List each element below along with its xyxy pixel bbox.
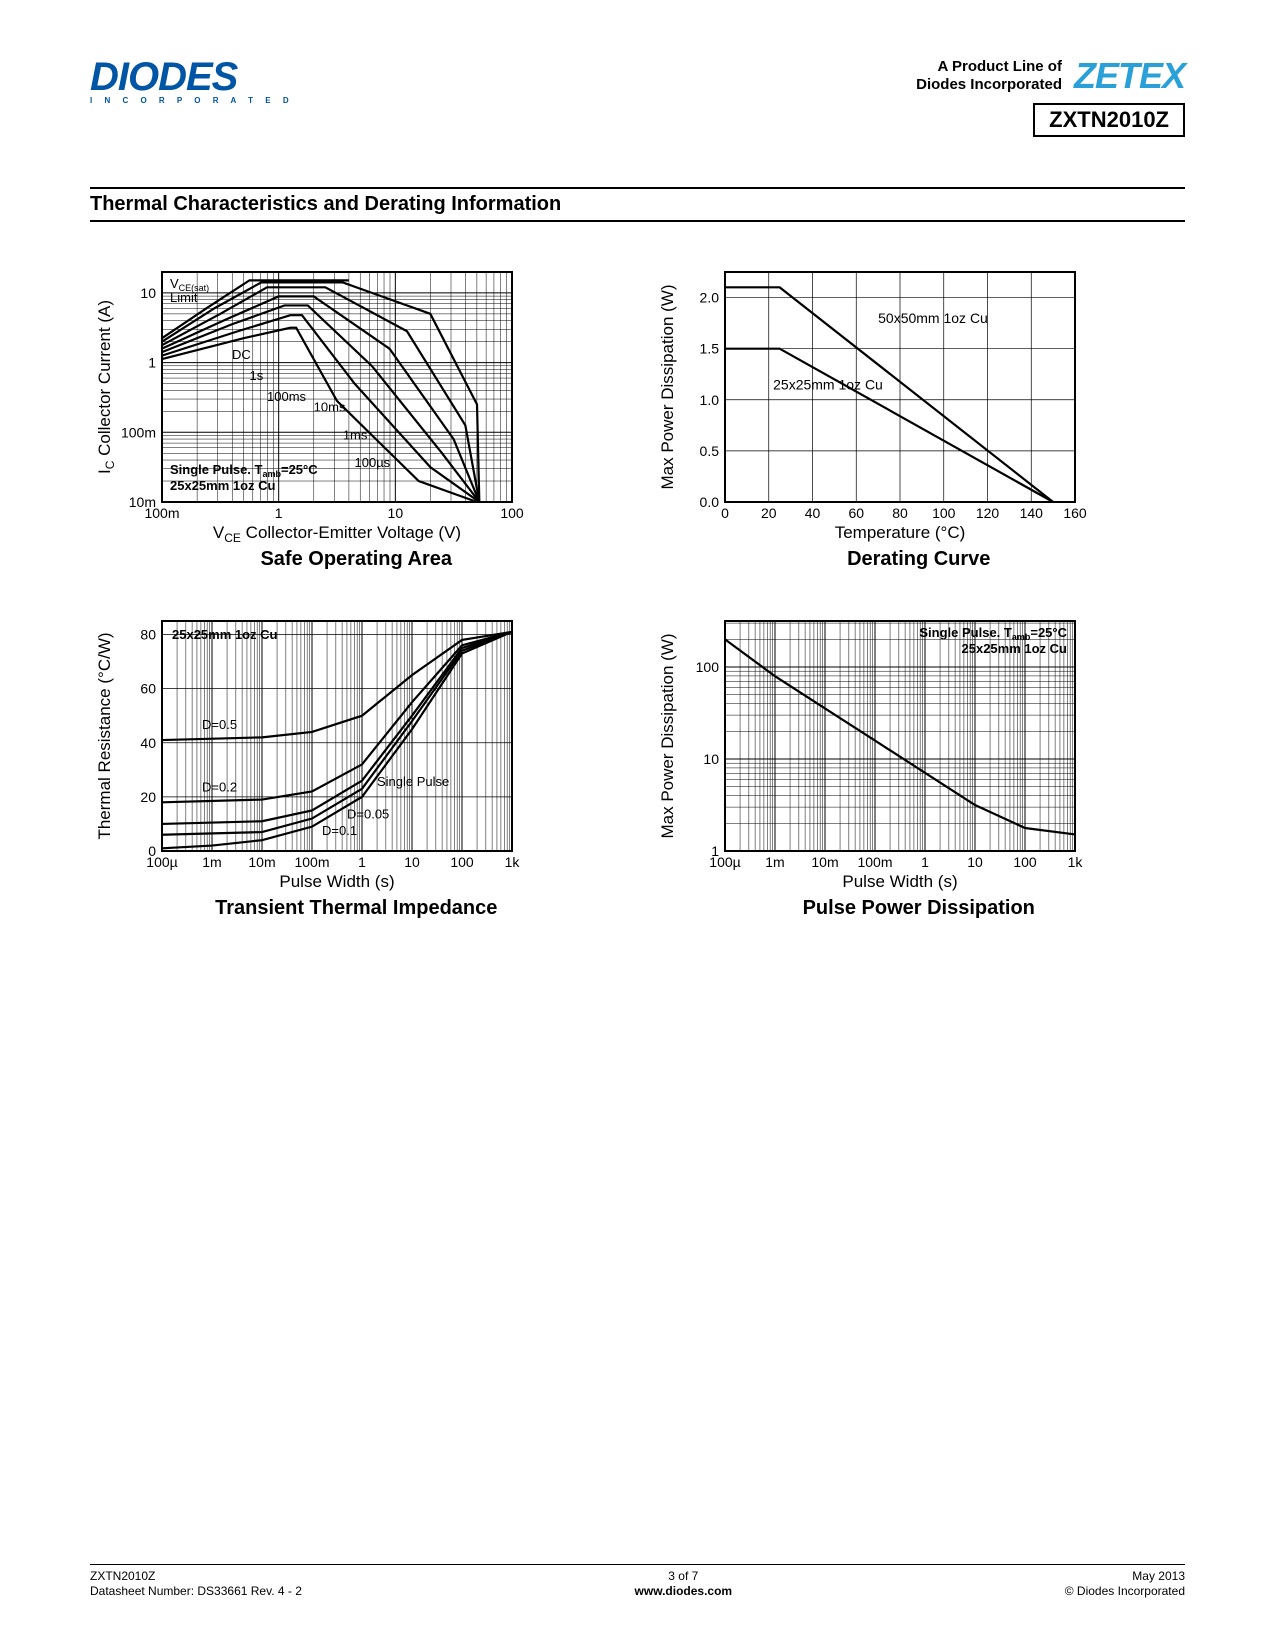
chart-thermal-title: Transient Thermal Impedance [90,897,623,920]
svg-text:120: 120 [975,505,999,521]
page-footer: ZXTN2010Z Datasheet Number: DS33661 Rev.… [90,1564,1185,1600]
svg-text:10: 10 [140,285,156,301]
svg-text:1.5: 1.5 [699,341,719,357]
svg-text:Temperature (°C): Temperature (°C) [834,523,965,542]
svg-text:Single Pulse. Tamb=25°C: Single Pulse. Tamb=25°C [170,462,318,479]
svg-text:DC: DC [232,347,251,362]
svg-text:100m: 100m [857,854,892,870]
svg-text:1m: 1m [202,854,221,870]
svg-text:100m: 100m [121,424,156,440]
footer-center: 3 of 7 www.diodes.com [635,1569,733,1600]
page-header: DIODES I N C O R P O R A T E D A Product… [90,55,1185,137]
svg-text:1: 1 [358,854,366,870]
svg-text:25x25mm 1oz Cu: 25x25mm 1oz Cu [172,627,278,642]
svg-text:20: 20 [760,505,776,521]
svg-text:100: 100 [450,854,474,870]
svg-text:1: 1 [275,505,283,521]
svg-text:1k: 1k [505,854,521,870]
svg-text:25x25mm 1oz Cu: 25x25mm 1oz Cu [961,641,1067,656]
chart-derating-title: Derating Curve [653,548,1186,571]
svg-text:Single Pulse. Tamb=25°C: Single Pulse. Tamb=25°C [919,625,1067,642]
svg-text:Max Power Dissipation (W): Max Power Dissipation (W) [658,285,677,490]
svg-text:80: 80 [892,505,908,521]
svg-text:10m: 10m [129,494,156,510]
svg-text:60: 60 [848,505,864,521]
svg-text:IC Collector Current (A): IC Collector Current (A) [95,300,117,474]
svg-text:Max Power Dissipation (W): Max Power Dissipation (W) [658,634,677,839]
svg-text:1ms: 1ms [343,427,368,442]
svg-text:100: 100 [695,659,719,675]
chart-soa-title: Safe Operating Area [90,548,623,571]
chart-pulse: 100µ1m10m100m1101001k110100Pulse Width (… [653,611,1186,920]
product-line-text: A Product Line of Diodes Incorporated [916,58,1062,94]
svg-text:100: 100 [932,505,956,521]
svg-text:Single Pulse: Single Pulse [377,774,449,789]
svg-text:10: 10 [967,854,983,870]
svg-text:1: 1 [921,854,929,870]
svg-text:1.0: 1.0 [699,392,719,408]
svg-text:50x50mm 1oz Cu: 50x50mm 1oz Cu [878,310,988,326]
footer-right: May 2013 © Diodes Incorporated [1065,1569,1185,1600]
svg-text:100m: 100m [294,854,329,870]
svg-text:10: 10 [703,751,719,767]
header-right: A Product Line of Diodes Incorporated ZE… [916,55,1185,137]
diodes-logo-sub: I N C O R P O R A T E D [90,96,294,105]
svg-text:1: 1 [148,355,156,371]
svg-text:0: 0 [721,505,729,521]
svg-text:D=0.5: D=0.5 [202,717,237,732]
part-number-box: ZXTN2010Z [1033,103,1185,137]
svg-text:Limit: Limit [170,290,198,305]
footer-left: ZXTN2010Z Datasheet Number: DS33661 Rev.… [90,1569,302,1600]
svg-text:0: 0 [148,843,156,859]
svg-text:1k: 1k [1067,854,1083,870]
svg-text:10m: 10m [248,854,275,870]
svg-text:40: 40 [140,735,156,751]
section-header: Thermal Characteristics and Derating Inf… [90,187,1185,222]
svg-text:Pulse Width (s): Pulse Width (s) [842,872,957,891]
svg-text:25x25mm 1oz Cu: 25x25mm 1oz Cu [773,377,883,393]
zetex-logo: ZETEX [1074,55,1185,97]
svg-text:100µs: 100µs [355,455,391,470]
svg-text:0.5: 0.5 [699,443,719,459]
svg-text:1: 1 [711,843,719,859]
svg-text:100: 100 [1013,854,1037,870]
svg-text:1s: 1s [250,368,264,383]
svg-text:140: 140 [1019,505,1043,521]
chart-derating: 0 20 40 60 80 100 120 140 160 0.0 0.5 1.0 1.5 2.0 Temp… [653,262,1186,571]
chart-soa: 100m11010010m100m110VCE Collector-Emitte… [90,262,623,571]
svg-text:Thermal Resistance (°C/W): Thermal Resistance (°C/W) [95,632,114,839]
charts-grid: 100m11010010m100m110VCE Collector-Emitte… [90,262,1185,920]
svg-text:160: 160 [1063,505,1087,521]
svg-text:D=0.1: D=0.1 [322,823,357,838]
svg-text:Pulse Width (s): Pulse Width (s) [279,872,394,891]
svg-text:D=0.05: D=0.05 [347,807,389,822]
svg-text:80: 80 [140,627,156,643]
svg-text:10m: 10m [811,854,838,870]
svg-text:2.0: 2.0 [699,290,719,306]
svg-text:1m: 1m [765,854,784,870]
chart-thermal: 100µ1m10m100m1101001k020406080Pulse Widt… [90,611,623,920]
svg-text:10: 10 [404,854,420,870]
svg-text:D=0.2: D=0.2 [202,779,237,794]
section-title: Thermal Characteristics and Derating Inf… [90,189,1185,220]
chart-pulse-title: Pulse Power Dissipation [653,897,1186,920]
svg-text:10ms: 10ms [314,399,346,414]
svg-text:10: 10 [388,505,404,521]
svg-text:0.0: 0.0 [699,494,719,510]
svg-text:20: 20 [140,789,156,805]
svg-text:100ms: 100ms [267,389,307,404]
svg-text:100: 100 [500,505,524,521]
diodes-logo-text: DIODES [90,55,294,100]
svg-text:60: 60 [140,681,156,697]
svg-text:VCE Collector-Emitter Voltage: VCE Collector-Emitter Voltage (V) [213,523,461,542]
svg-text:40: 40 [804,505,820,521]
svg-text:25x25mm 1oz Cu: 25x25mm 1oz Cu [170,478,276,493]
diodes-logo: DIODES I N C O R P O R A T E D [90,55,294,105]
